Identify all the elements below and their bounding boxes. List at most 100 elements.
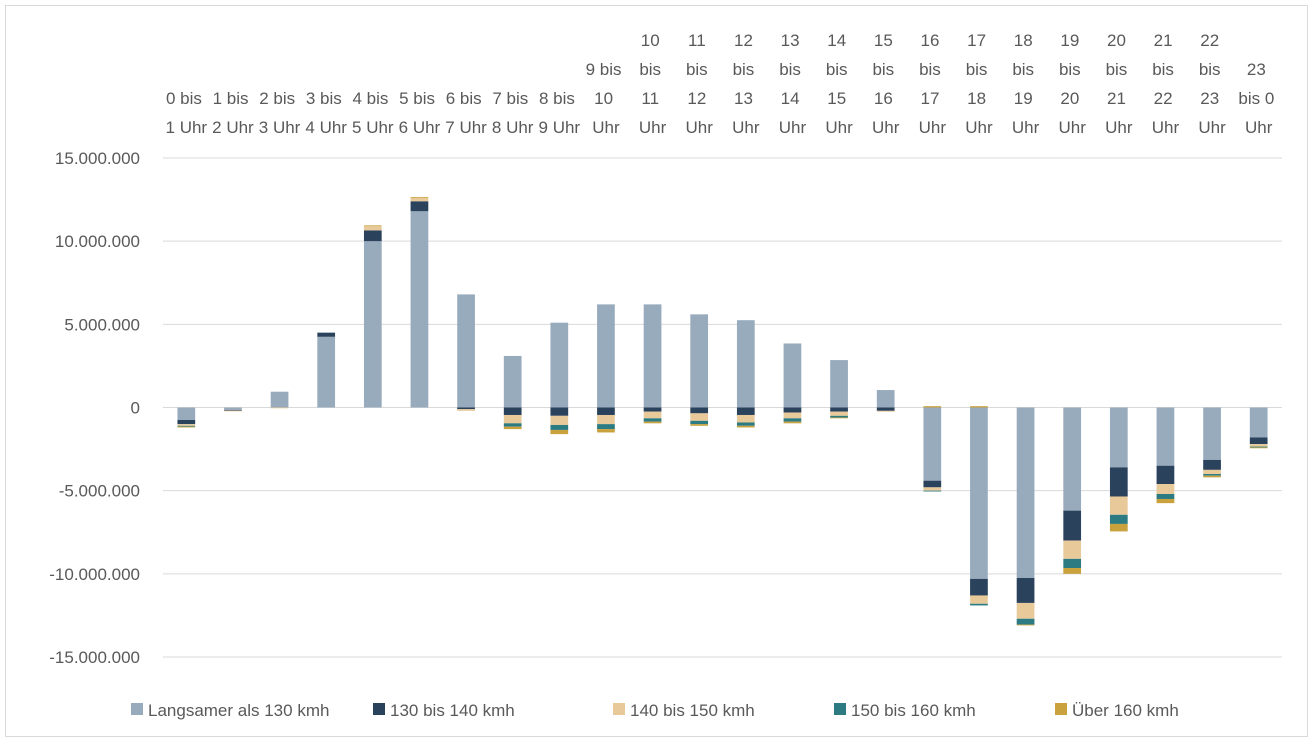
y-tick-label: -15.000.000 xyxy=(49,648,140,667)
y-tick-label: 15.000.000 xyxy=(55,149,140,168)
legend-label: 150 bis 160 kmh xyxy=(851,701,976,720)
bar-segment xyxy=(1157,466,1175,484)
bar-segment xyxy=(364,230,382,241)
bar-segment xyxy=(364,226,382,230)
bar-segment xyxy=(690,408,708,414)
legend-swatch xyxy=(613,703,625,715)
y-tick-label: -10.000.000 xyxy=(49,565,140,584)
bar-segment xyxy=(970,408,988,579)
bar-segment xyxy=(644,412,662,419)
bar-segment xyxy=(970,579,988,596)
bar-segment xyxy=(1250,444,1268,446)
bar-segment xyxy=(644,408,662,412)
bar-segment xyxy=(411,201,429,211)
bar-segment xyxy=(1203,470,1221,474)
bar-segment xyxy=(737,415,755,422)
bar-segment xyxy=(784,408,802,413)
bar-segment xyxy=(457,409,475,411)
bar-segment xyxy=(644,304,662,407)
bar-segment xyxy=(784,422,802,424)
bar-segment xyxy=(1157,408,1175,466)
bar-segment xyxy=(224,410,242,411)
legend-swatch xyxy=(834,703,846,715)
bar-segment xyxy=(830,408,848,412)
bar-segment xyxy=(970,406,988,407)
bar-segment xyxy=(597,424,615,429)
bar-segment xyxy=(597,408,615,415)
bar-segment xyxy=(504,415,522,423)
bar-segment xyxy=(1203,408,1221,460)
bar-segment xyxy=(1063,559,1081,568)
bar-segment xyxy=(737,408,755,415)
bar-segment xyxy=(1063,541,1081,559)
bar-segment xyxy=(597,304,615,407)
bar-segment xyxy=(1017,619,1035,625)
bar-segment xyxy=(550,425,568,430)
bar-segment xyxy=(690,413,708,420)
bar-segment xyxy=(1157,494,1175,499)
bar-segment xyxy=(1017,408,1035,578)
bar-segment xyxy=(1157,499,1175,503)
bar-segment xyxy=(504,356,522,408)
bar-segment xyxy=(504,427,522,429)
y-tick-label: 10.000.000 xyxy=(55,232,140,251)
bar-segment xyxy=(177,408,195,420)
y-tick-label: 0 xyxy=(131,399,140,418)
legend-label: 140 bis 150 kmh xyxy=(630,701,755,720)
bar-segment xyxy=(877,408,895,411)
legend-label: 130 bis 140 kmh xyxy=(390,701,515,720)
bar-segment xyxy=(224,408,242,410)
bar-segment xyxy=(504,423,522,426)
bar-segment xyxy=(923,481,941,488)
bar-segment xyxy=(923,406,941,407)
bar-segment xyxy=(411,198,429,201)
bar-segment xyxy=(644,422,662,424)
bar-segment xyxy=(177,427,195,428)
bar-segment xyxy=(1110,524,1128,531)
bar-segment xyxy=(457,294,475,407)
bar-segment xyxy=(784,412,802,418)
bar-segment xyxy=(1250,447,1268,448)
bar-segment xyxy=(411,211,429,407)
bar-segment xyxy=(411,197,429,198)
bar-segment xyxy=(177,420,195,424)
legend-label: Langsamer als 130 kmh xyxy=(148,701,329,720)
bar-segment xyxy=(550,408,568,416)
legend-swatch xyxy=(131,703,143,715)
bar-segment xyxy=(1110,467,1128,496)
bar-segment xyxy=(877,390,895,407)
bar-segment xyxy=(970,595,988,603)
bar-segment xyxy=(271,408,289,409)
bar-segment xyxy=(644,418,662,421)
bar-segment xyxy=(690,424,708,426)
bar-segment xyxy=(1017,625,1035,626)
legend-swatch xyxy=(373,703,385,715)
bar-segment xyxy=(784,343,802,407)
bar-segment xyxy=(877,411,895,412)
bar-segment xyxy=(1203,476,1221,478)
bar-segment xyxy=(364,225,382,226)
bar-segment xyxy=(597,429,615,432)
bar-segment xyxy=(1250,447,1268,448)
bar-segment xyxy=(970,604,988,606)
bar-segment xyxy=(457,408,475,410)
bar-segment xyxy=(1110,496,1128,514)
bar-segment xyxy=(784,418,802,421)
bar-segment xyxy=(317,333,335,337)
bar-segment xyxy=(550,323,568,408)
bar-segment xyxy=(177,426,195,427)
bar-segment xyxy=(1203,460,1221,470)
bar-segment xyxy=(364,241,382,407)
bar-segment xyxy=(317,337,335,408)
bar-segment xyxy=(1250,437,1268,444)
bar-segment xyxy=(690,314,708,407)
bar-segment xyxy=(690,421,708,424)
bar-segment xyxy=(597,415,615,424)
bar-segment xyxy=(830,412,848,416)
bar-segment xyxy=(737,320,755,407)
bar-segment xyxy=(177,424,195,426)
bar-segment xyxy=(737,426,755,428)
bar-segment xyxy=(271,392,289,408)
bar-segment xyxy=(923,487,941,490)
